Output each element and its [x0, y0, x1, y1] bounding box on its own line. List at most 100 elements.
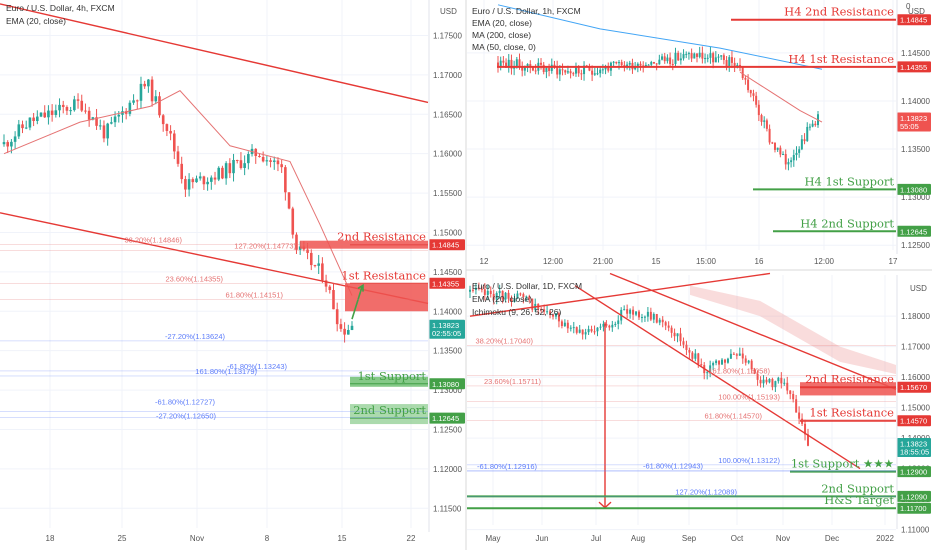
- candle-body: [583, 65, 586, 75]
- candle-body: [756, 373, 759, 380]
- candle-body: [184, 179, 187, 190]
- fib-level-label: -27.20%(1.12650): [156, 412, 217, 421]
- candle-body: [712, 363, 715, 366]
- candle-body: [744, 358, 747, 363]
- candle-body: [65, 107, 69, 111]
- ema-line: [739, 71, 823, 123]
- candle-body: [784, 153, 787, 165]
- y-tick-label: 1.13000: [433, 386, 462, 395]
- candle-body: [558, 69, 561, 75]
- x-tick-label: 25: [118, 534, 127, 543]
- x-tick-label: 8: [265, 534, 270, 543]
- ma200-line: [497, 4, 823, 70]
- candle-body: [652, 313, 655, 320]
- candle-body: [113, 116, 117, 123]
- candle-body: [574, 67, 577, 74]
- candle-body: [720, 55, 723, 57]
- candle-body: [548, 67, 551, 71]
- candle-body: [295, 234, 298, 250]
- candle-body: [580, 73, 583, 75]
- y-tick-label: 1.14500: [433, 268, 462, 277]
- y-tick-label: 1.17000: [901, 343, 930, 352]
- candle-body: [814, 123, 817, 126]
- price-tag: [897, 466, 931, 478]
- y-tick-label: 1.18000: [901, 312, 930, 321]
- candle-body: [698, 52, 701, 57]
- candle-body: [217, 167, 221, 180]
- candle-body: [569, 71, 572, 74]
- candle-body: [655, 63, 658, 65]
- x-tick-label: 22: [407, 534, 416, 543]
- candle-body: [213, 177, 217, 180]
- x-tick-label: 12: [480, 257, 489, 266]
- fib-level-label: 100.00%(1.15193): [718, 393, 780, 402]
- x-tick-label: 15: [652, 257, 661, 266]
- candle-body: [128, 102, 132, 114]
- fib-level-label: 127.20%(1.14773): [234, 241, 296, 250]
- candle-body: [795, 152, 798, 155]
- key-level-label: 1st Support ★★★: [791, 457, 894, 471]
- fib-level-label: 38.20%(1.14846): [124, 236, 182, 245]
- candle-body: [787, 162, 790, 165]
- candle-body: [783, 382, 786, 384]
- candle-body: [774, 381, 777, 388]
- fib-level-label: 38.20%(1.17040): [475, 336, 533, 345]
- candle-body: [640, 317, 643, 319]
- candle-body: [561, 69, 564, 71]
- candle-body: [693, 53, 696, 59]
- candle-body: [608, 325, 611, 328]
- price-tag-label: 1.12900: [900, 468, 927, 477]
- candle-body: [566, 71, 569, 73]
- candle-body: [777, 377, 780, 382]
- candle-body: [224, 163, 228, 179]
- candle-body: [91, 117, 95, 120]
- candle-body: [510, 59, 513, 69]
- d1-chart-panel[interactable]: Euro / U.S. Dollar, 1D, FXCM EMA (20, cl…: [467, 272, 931, 543]
- d1-plot-area: [467, 272, 897, 510]
- key-level-label: 2nd Support: [353, 403, 426, 417]
- candle-body: [647, 64, 650, 66]
- candle-body: [663, 56, 666, 62]
- candle-body: [587, 329, 590, 333]
- x-tick-label: Aug: [631, 534, 645, 543]
- candle-body: [165, 124, 169, 131]
- candle-body: [721, 359, 724, 365]
- fib-level-label: 61.80%(1.14151): [225, 290, 283, 299]
- fib-level-label: -61.80%(1.12727): [155, 398, 216, 407]
- candle-body: [677, 52, 680, 61]
- candle-body: [560, 321, 563, 327]
- candle-body: [649, 311, 652, 320]
- candle-body: [158, 96, 161, 116]
- candle-body: [602, 323, 605, 327]
- candle-body: [759, 379, 762, 384]
- candle-body: [697, 353, 700, 365]
- candle-body: [132, 100, 135, 103]
- candle-body: [235, 159, 239, 161]
- candle-body: [504, 292, 507, 300]
- candle-body: [636, 63, 639, 68]
- candle-body: [629, 309, 632, 314]
- candle-body: [771, 142, 774, 144]
- fib-level-label: -27.20%(1.13624): [165, 332, 226, 341]
- candle-body: [750, 360, 753, 370]
- candle-body: [43, 112, 47, 118]
- candle-body: [499, 60, 502, 67]
- key-level-label: H4 1st Resistance: [788, 52, 894, 66]
- projection-arrowhead: [357, 283, 364, 292]
- candle-body: [154, 96, 158, 102]
- price-tag: [429, 277, 465, 289]
- candle-body: [2, 142, 6, 145]
- candle-body: [276, 160, 280, 165]
- d1-indicator-label-ema: EMA (20, close): [472, 294, 532, 304]
- channel-line-lower: [574, 285, 861, 470]
- candle-body: [695, 53, 698, 57]
- candle-body: [792, 393, 795, 400]
- candle-body: [685, 53, 688, 55]
- candle-body: [210, 177, 213, 182]
- h4-chart-panel[interactable]: Euro / U.S. Dollar, 4h, FXCM EMA (20, cl…: [0, 0, 465, 543]
- candle-body: [87, 110, 91, 120]
- candle-body: [679, 58, 682, 61]
- x-tick-label: Dec: [825, 534, 839, 543]
- h1-chart-panel[interactable]: Euro / U.S. Dollar, 1h, FXCM EMA (20, cl…: [467, 0, 931, 266]
